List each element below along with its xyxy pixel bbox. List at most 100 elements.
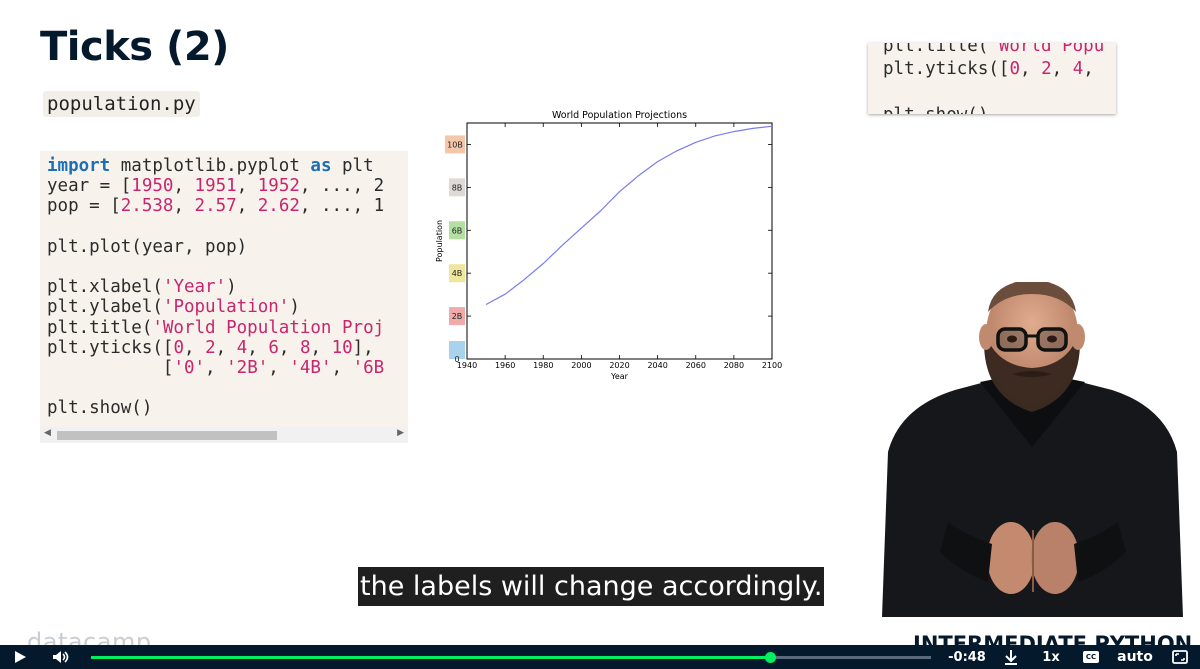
- code-token: plt.title(: [47, 317, 153, 338]
- x-tick-label: 2100: [762, 361, 782, 370]
- code-token: 4: [236, 337, 248, 358]
- code-line: plt.plot(year, pop): [47, 237, 247, 257]
- x-tick-label: 2020: [609, 361, 629, 370]
- x-tick-label: 2000: [571, 361, 591, 370]
- code-token: 0: [173, 337, 184, 358]
- playback-speed-button[interactable]: 1x: [1042, 649, 1060, 665]
- code-token: ],: [352, 337, 374, 358]
- code-token: , ..., 2: [299, 176, 385, 197]
- snippet-text: plt.title('World Popu plt.yticks([0, 2, …: [883, 43, 1104, 114]
- fullscreen-button[interactable]: [1169, 645, 1191, 669]
- code-token: plt: [331, 156, 374, 176]
- y-tick-highlight: [449, 307, 465, 326]
- volume-icon: [53, 651, 69, 663]
- x-tick-label: 2040: [647, 361, 667, 370]
- code-token: 1952: [257, 176, 300, 197]
- code-token: 2.57: [194, 196, 237, 217]
- code-token: ,: [236, 196, 258, 217]
- code-token: year = [: [47, 176, 132, 197]
- code-token: , ..., 1: [299, 196, 385, 217]
- quality-button[interactable]: auto: [1117, 649, 1153, 665]
- snippet-line: plt.show(): [883, 105, 988, 114]
- code-token: '4B': [289, 358, 332, 379]
- course-name: INTERMEDIATE PYTHON: [913, 632, 1193, 645]
- download-button[interactable]: [1000, 645, 1022, 669]
- x-tick-label: 1940: [457, 361, 477, 370]
- code-token: ,: [310, 337, 332, 358]
- code-token: ,: [331, 358, 353, 379]
- y-tick-highlight: [449, 178, 465, 197]
- code-line: import matplotlib.pyplot as plt: [47, 156, 374, 176]
- code-token: '6B: [352, 358, 385, 379]
- progress-handle[interactable]: [764, 652, 776, 663]
- code-line: year = [1950, 1951, 1952, ..., 2: [47, 176, 384, 196]
- code-token: plt.plot(year, pop): [47, 236, 248, 257]
- code-token: ,: [1083, 59, 1094, 79]
- volume-button[interactable]: [50, 645, 72, 669]
- datacamp-logo-text: datacamp: [27, 628, 152, 645]
- code-token: matplotlib.pyplot: [110, 156, 311, 176]
- x-tick-label: 1960: [495, 361, 515, 370]
- y-tick-highlight: [449, 264, 465, 283]
- x-axis-label: Year: [610, 372, 629, 381]
- video-frame: Ticks (2) population.py import matplotli…: [27, 24, 1193, 645]
- play-button[interactable]: [8, 645, 32, 669]
- y-tick-highlight: [445, 135, 465, 154]
- scroll-left-arrow-icon[interactable]: ◀: [44, 428, 51, 438]
- code-token: 8: [299, 337, 311, 358]
- progress-fill: [91, 656, 770, 659]
- x-tick-label: 2060: [686, 361, 706, 370]
- presenter-video: [882, 282, 1183, 617]
- code-token: plt.ylabel(: [47, 297, 163, 318]
- code-token: 10: [331, 337, 353, 358]
- scrollbar-thumb[interactable]: [57, 431, 277, 440]
- code-token: 'Year': [162, 277, 227, 298]
- code-token: 'World Population Proj: [152, 317, 385, 338]
- y-axis-label: Population: [435, 220, 444, 262]
- y-tick-highlight: [449, 341, 465, 359]
- code-token: 2: [205, 337, 216, 358]
- snippet-line: plt.yticks([0, 2, 4,: [883, 59, 1094, 79]
- code-snippet-overlay: plt.title('World Popu plt.yticks([0, 2, …: [868, 43, 1116, 114]
- y-tick-label: 6B: [452, 226, 463, 235]
- code-line: plt.show(): [47, 398, 152, 418]
- code-line: plt.yticks([0, 2, 4, 6, 8, 10],: [47, 338, 374, 358]
- code-token: ,: [215, 337, 237, 358]
- code-line: plt.xlabel('Year'): [47, 277, 237, 297]
- y-tick-label: 8B: [452, 183, 463, 192]
- code-token: plt.yticks([: [47, 337, 174, 358]
- y-tick-label: 10B: [447, 140, 463, 149]
- code-token: '0': [173, 358, 206, 379]
- slide-title: Ticks (2): [40, 24, 229, 70]
- code-token: plt.show(): [883, 105, 988, 114]
- code-token: 2.538: [120, 196, 174, 217]
- chart-title: World Population Projections: [552, 110, 687, 121]
- subtitle-caption: the labels will change accordingly.: [358, 567, 825, 606]
- code-token: 'Population': [162, 297, 290, 318]
- code-horizontal-scrollbar[interactable]: ◀ ▶: [40, 427, 408, 443]
- closed-captions-icon: CC: [1083, 651, 1099, 663]
- code-token: 6: [268, 337, 279, 358]
- code-token: 2.62: [257, 196, 300, 217]
- code-token: plt.xlabel(: [47, 277, 163, 298]
- code-token: [: [47, 358, 174, 379]
- scroll-right-arrow-icon[interactable]: ▶: [397, 428, 404, 438]
- closed-captions-button[interactable]: CC: [1079, 645, 1103, 669]
- code-token: plt.yticks([: [883, 59, 1010, 79]
- population-series-line: [485, 125, 773, 306]
- code-token: ,: [268, 358, 290, 379]
- code-filename: population.py: [43, 91, 200, 117]
- code-block: import matplotlib.pyplot as plt year = […: [40, 151, 408, 443]
- code-token: 4: [1072, 59, 1084, 79]
- y-tick-label: 2B: [452, 312, 463, 321]
- y-tick-label: 4B: [452, 269, 463, 278]
- code-token: 'World Popu: [988, 43, 1105, 56]
- code-token: ,: [236, 176, 258, 197]
- y-tick-label: 0: [454, 355, 459, 364]
- x-tick-label: 2080: [724, 361, 744, 370]
- code-token: ,: [183, 337, 206, 358]
- plot-area: [466, 122, 773, 360]
- code-line: plt.title('World Population Proj: [47, 318, 384, 338]
- code-token: ,: [1019, 59, 1042, 79]
- code-token: 1951: [194, 176, 237, 197]
